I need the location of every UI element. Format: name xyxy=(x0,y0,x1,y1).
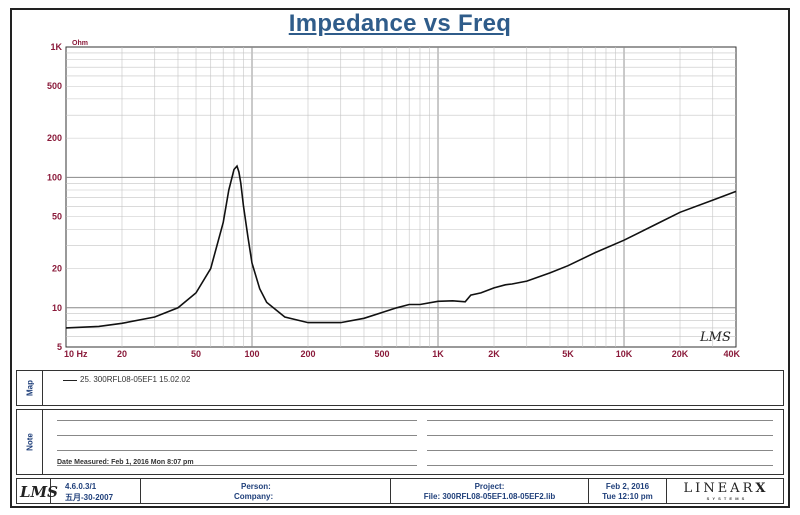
x-tick-label: 500 xyxy=(375,349,390,359)
x-tick-label: 50 xyxy=(191,349,201,359)
notes-panel: Note Date Measured: Feb 1, 2016 Mon 8:07… xyxy=(16,409,784,475)
print-date: Feb 2, 2016 xyxy=(605,482,650,491)
file-label: File: 300RFL08-05EF1.08-05EF2.lib xyxy=(423,492,556,501)
note-line xyxy=(427,465,773,466)
footer-panel: LMS 4.6.0.3/1 五月-30-2007 Person: Company… xyxy=(16,478,784,504)
x-tick-label: 40K xyxy=(723,349,740,359)
legend-panel: Map 25. 300RFL08-05EF1 15.02.02 xyxy=(16,370,784,406)
y-unit-label: Ohm xyxy=(72,40,88,47)
company-label: Company: xyxy=(234,492,274,501)
y-tick-label: 100 xyxy=(47,172,62,182)
note-line xyxy=(57,435,417,436)
notes-panel-label: Note xyxy=(25,433,34,451)
brand-subtitle: S Y S T E M S xyxy=(706,496,746,501)
x-tick-labels: 10 Hz 20 50 100 200 500 1K 2K 5K 10K 20K 40K xyxy=(64,349,740,359)
note-line xyxy=(427,420,773,421)
note-line xyxy=(57,450,417,451)
software-date: 五月-30-2007 xyxy=(65,493,114,502)
x-tick-label: 10K xyxy=(616,349,633,359)
footer-logo-cell: LMS xyxy=(17,479,58,503)
footer-date-cell: Feb 2, 2016 Tue 12:10 pm xyxy=(589,479,667,503)
notes-panel-label-box: Note xyxy=(17,410,43,474)
lms-watermark: LMS xyxy=(699,330,731,345)
impedance-plot: 10 Hz 20 50 100 200 500 1K 2K 5K 10K 20K 40K 1K 500 2… xyxy=(47,40,741,359)
software-version: 4.6.0.3/1 xyxy=(65,482,97,491)
note-line xyxy=(57,420,417,421)
x-tick-label: 2K xyxy=(488,349,500,359)
impedance-curve xyxy=(65,164,737,329)
note-line xyxy=(427,450,773,451)
legend-panel-label: Map xyxy=(25,380,34,396)
x-tick-label: 10 Hz xyxy=(64,349,88,359)
footer-person-cell: Person: Company: xyxy=(141,479,391,503)
grid xyxy=(66,47,736,347)
brand-logo: LINEARX xyxy=(667,481,785,496)
y-tick-label: 50 xyxy=(52,212,62,222)
x-tick-label: 1K xyxy=(432,349,444,359)
note-line xyxy=(427,435,773,436)
brand-name: LINEAR xyxy=(683,481,756,496)
footer-version-cell: 4.6.0.3/1 五月-30-2007 xyxy=(51,479,141,503)
y-tick-label: 200 xyxy=(47,133,62,143)
project-label: Project: xyxy=(474,482,505,491)
y-tick-label: 500 xyxy=(47,81,62,91)
date-measured: Date Measured: Feb 1, 2016 Mon 8:07 pm xyxy=(57,459,194,466)
legend-panel-label-box: Map xyxy=(17,371,43,405)
print-time: Tue 12:10 pm xyxy=(602,492,653,501)
x-tick-label: 20K xyxy=(672,349,689,359)
x-tick-label: 5K xyxy=(562,349,574,359)
legend-swatch xyxy=(63,380,77,381)
lms-logo: LMS xyxy=(20,483,58,501)
y-tick-labels: 1K 500 200 100 50 20 10 5 xyxy=(47,42,63,352)
footer-project-cell: Project: File: 300RFL08-05EF1.08-05EF2.l… xyxy=(391,479,589,503)
person-label: Person: xyxy=(241,482,271,491)
y-tick-label: 20 xyxy=(52,264,62,274)
plot-area xyxy=(65,46,737,348)
y-tick-label: 10 xyxy=(52,303,62,313)
legend-entry: 25. 300RFL08-05EF1 15.02.02 xyxy=(80,375,191,384)
x-tick-label: 20 xyxy=(117,349,127,359)
footer-brand-cell: LINEARX S Y S T E M S xyxy=(667,479,785,503)
y-tick-label: 5 xyxy=(57,342,62,352)
y-tick-label: 1K xyxy=(50,42,62,52)
chart-title: Impedance vs Freq xyxy=(288,10,512,37)
x-tick-label: 200 xyxy=(300,349,315,359)
x-tick-label: 100 xyxy=(244,349,259,359)
note-line xyxy=(57,465,417,466)
brand-x: X xyxy=(755,481,769,496)
